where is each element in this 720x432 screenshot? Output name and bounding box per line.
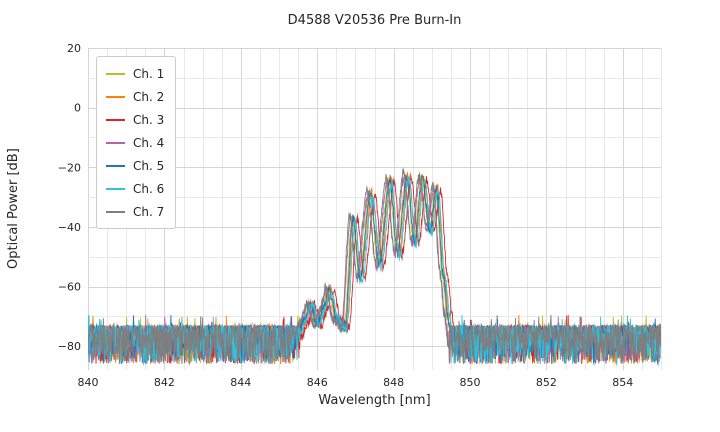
legend-line-swatch-icon: [106, 164, 125, 167]
legend-item: Ch. 1: [106, 62, 164, 85]
legend-line-swatch-icon: [106, 72, 125, 75]
legend-item: Ch. 6: [106, 177, 164, 200]
legend-line-swatch-icon: [106, 95, 125, 98]
legend-item-label: Ch. 7: [133, 204, 165, 219]
legend-item-label: Ch. 1: [133, 66, 165, 81]
legend-item-label: Ch. 4: [133, 135, 165, 150]
legend-item-label: Ch. 2: [133, 89, 165, 104]
legend-item: Ch. 5: [106, 154, 164, 177]
chart-title: D4588 V20536 Pre Burn-In: [287, 13, 462, 28]
legend-item: Ch. 2: [106, 85, 164, 108]
legend-item: Ch. 7: [106, 200, 164, 223]
legend-item: Ch. 4: [106, 131, 164, 154]
legend-item-label: Ch. 5: [133, 158, 165, 173]
legend: Ch. 1 Ch. 2 Ch. 3 Ch. 4 Ch. 5 Ch. 6 Ch. 7: [96, 56, 177, 229]
legend-line-swatch-icon: [106, 210, 125, 213]
legend-item-label: Ch. 3: [133, 112, 165, 127]
x-axis-label: Wavelength [nm]: [318, 393, 431, 408]
legend-item-label: Ch. 6: [133, 181, 165, 196]
legend-item: Ch. 3: [106, 108, 164, 131]
legend-line-swatch-icon: [106, 141, 125, 144]
legend-line-swatch-icon: [106, 187, 125, 190]
legend-line-swatch-icon: [106, 118, 125, 121]
y-axis-label: Optical Power [dB]: [6, 148, 21, 270]
